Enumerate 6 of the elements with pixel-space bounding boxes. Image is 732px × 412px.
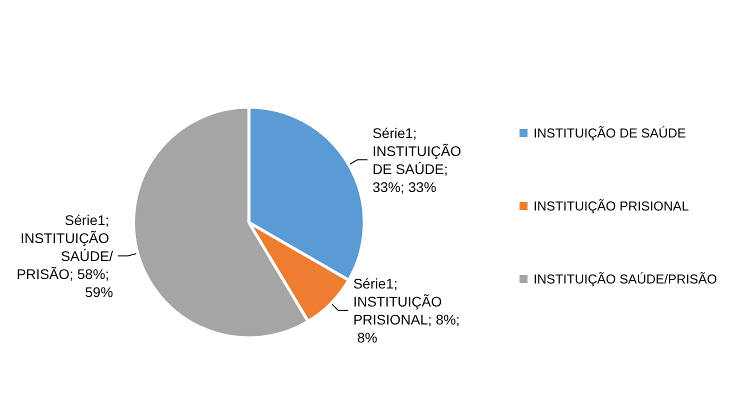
data-label: Série1; INSTITUIÇÃO DE SAÚDE; 33%; 33% xyxy=(372,124,466,195)
legend-label: INSTITUIÇÃO SAÚDE/PRISÃO xyxy=(534,272,718,286)
legend-label: INSTITUIÇÃO DE SAÚDE xyxy=(534,126,686,140)
data-label: Série1; INSTITUIÇÃO PRISIONAL; 8%; 8% xyxy=(353,275,460,346)
legend-label: INSTITUIÇÃO PRISIONAL xyxy=(534,198,689,214)
data-label: Série1; INSTITUIÇÃO SAÚDE/PRISÃO; 58%; 59% xyxy=(16,212,114,300)
